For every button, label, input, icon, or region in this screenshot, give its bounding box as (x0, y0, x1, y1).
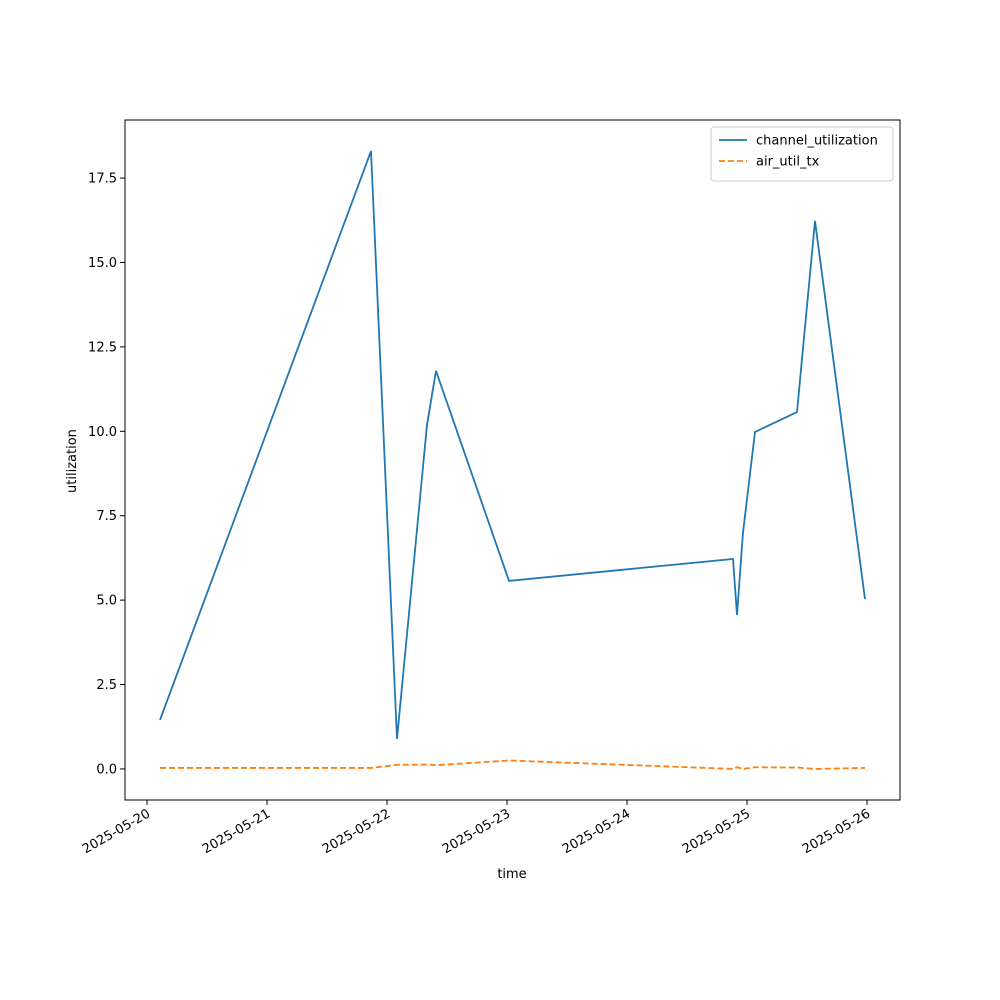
y-tick-label: 0.0 (96, 762, 117, 777)
y-tick-label: 2.5 (96, 678, 117, 693)
series-line (160, 759, 866, 770)
y-tick-label: 10.0 (88, 425, 117, 440)
x-axis-label: time (497, 867, 526, 882)
y-tick-label: 15.0 (88, 256, 117, 271)
axes-frame (124, 119, 901, 801)
y-tick-label: 5.0 (96, 594, 117, 609)
legend-label: channel_utilization (756, 134, 878, 149)
y-axis-label: utilization (65, 429, 80, 493)
series-line (159, 150, 866, 739)
y-tick-label: 7.5 (96, 509, 117, 524)
legend-box (710, 126, 894, 182)
y-tick-label: 17.5 (88, 172, 117, 187)
y-tick-label: 12.5 (88, 340, 117, 355)
legend-label: air_util_tx (756, 155, 820, 170)
